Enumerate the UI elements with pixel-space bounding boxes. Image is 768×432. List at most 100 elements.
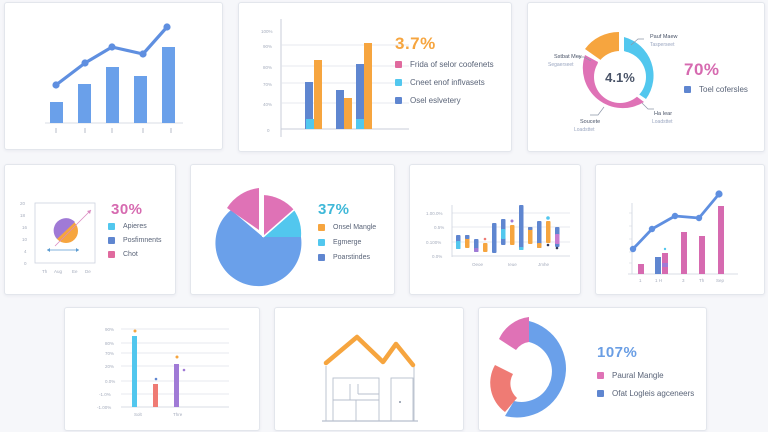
svg-text:Oeoe: Oeoe	[472, 262, 484, 267]
card-bar-line-chart	[4, 2, 223, 150]
stat-value: 70%	[684, 60, 720, 79]
svg-text:90%: 90%	[105, 327, 114, 332]
svg-text:Ee: Ee	[72, 269, 78, 274]
svg-text:90%: 90%	[263, 44, 272, 49]
svg-text:-1.00%: -1.00%	[97, 405, 111, 410]
svg-text:0: 0	[267, 128, 270, 133]
legend-item: Ofat Logleis agceneers	[597, 384, 694, 402]
legend: Onsel Mangle Egmerge Poarstindes	[318, 220, 376, 265]
scatter-chart: 20 18 16 10 4 0 Th Aug Ee De	[20, 201, 96, 274]
legend-item: Posfimnents	[108, 233, 162, 247]
legend-item: Frida of selor coofenets	[395, 55, 494, 73]
card-stacked-bar-chart: 100% 90% 80% 70% 40% 0 3.7% Frida of sel…	[238, 2, 512, 152]
legend-label: Poarstindes	[333, 254, 370, 261]
svg-text:De: De	[85, 269, 91, 274]
svg-text:3: 3	[682, 278, 685, 283]
svg-text:1 H: 1 H	[655, 278, 662, 283]
legend-label: Toel cofersles	[699, 84, 748, 94]
svg-text:0.100%: 0.100%	[426, 240, 441, 245]
callout-name: Pauf Maew	[650, 34, 678, 40]
card-scatter-chart: 20 18 16 10 4 0 Th Aug Ee De 30% Apieres…	[4, 164, 176, 295]
svg-text:Ieue: Ieue	[508, 262, 517, 267]
donut-center-label: 4.1%	[605, 70, 635, 85]
svg-text:-1.0%: -1.0%	[99, 392, 111, 397]
svg-text:Jmhe: Jmhe	[538, 262, 550, 267]
legend-item: Chot	[108, 247, 162, 261]
stat-value: 30%	[111, 201, 143, 218]
svg-text:0.0%: 0.0%	[105, 379, 115, 384]
stat-value: 107%	[597, 344, 638, 361]
legend: Toel cofersles	[684, 80, 748, 98]
legend-label: Frida of selor coofenets	[410, 59, 494, 69]
svg-text:0.5%: 0.5%	[434, 225, 444, 230]
svg-text:Th: Th	[42, 269, 48, 274]
svg-text:70%: 70%	[263, 82, 272, 87]
svg-text:0: 0	[24, 261, 27, 266]
legend-label: Egmerge	[333, 239, 362, 246]
swatch	[395, 78, 402, 86]
svg-text:Solt: Solt	[134, 412, 143, 417]
card-donut-chart: 107% Paural Mangle Ofat Logleis agceneer…	[478, 307, 707, 431]
swatch	[108, 250, 115, 258]
range-bar-chart: 1.00.0% 0.5% 0.100% 0.0% Oeoe Ieue Jmhe	[426, 205, 570, 267]
swatch	[318, 254, 325, 261]
legend: Paural Mangle Ofat Logleis agceneers	[597, 366, 694, 402]
svg-text:100%: 100%	[261, 29, 273, 34]
bar-line-chart-2: 1 1 H 3 Th Sep	[628, 190, 738, 283]
swatch	[395, 60, 402, 68]
legend-label: Chot	[123, 250, 138, 258]
swatch	[318, 224, 325, 231]
svg-text:4: 4	[24, 249, 27, 254]
legend-label: Cneet enof inflvasets	[410, 77, 485, 87]
card-pie-chart: 37% Onsel Mangle Egmerge Poarstindes	[190, 164, 395, 295]
swatch	[395, 96, 402, 104]
callout-name: Sstbat Mey	[554, 54, 582, 60]
card-bar-line-chart-2: 1 1 H 3 Th Sep	[595, 164, 765, 295]
swatch	[684, 85, 691, 93]
legend: Apieres Posfimnents Chot	[108, 219, 162, 261]
bar-line-chart	[45, 23, 183, 133]
legend-label: Ofat Logleis agceneers	[612, 388, 695, 398]
legend-item: Cneet enof inflvasets	[395, 73, 494, 91]
legend-item: Toel cofersles	[684, 80, 748, 98]
legend-item: Egmerge	[318, 235, 376, 250]
callout-sub: Tasperseet	[650, 42, 675, 48]
callout-sub: Loadsttet	[574, 127, 595, 133]
legend-label: Apieres	[123, 222, 147, 230]
svg-text:Th: Th	[699, 278, 705, 283]
bar-chart-grid: 90% 80% 70% 20% 0.0% -1.0% -1.00% Solt T…	[97, 327, 229, 417]
pie-chart	[215, 188, 302, 287]
callout-name: Soucete	[580, 119, 600, 125]
svg-text:Sep: Sep	[716, 278, 725, 283]
stacked-bar-chart: 100% 90% 80% 70% 40% 0	[261, 19, 409, 137]
svg-text:16: 16	[22, 225, 28, 230]
callout-sub: Loadsttet	[652, 119, 673, 125]
svg-text:Thre: Thre	[173, 412, 183, 417]
legend-label: Osel eslvetery	[410, 95, 461, 105]
card-house-illustration	[274, 307, 464, 431]
donut-chart: 4.1% Pauf Maew Tasperseet Sstbat Mey Seg…	[548, 31, 678, 133]
card-range-bar-chart: 1.00.0% 0.5% 0.100% 0.0% Oeoe Ieue Jmhe	[409, 164, 581, 295]
legend-item: Onsel Mangle	[318, 220, 376, 235]
legend-item: Osel eslvetery	[395, 91, 494, 109]
donut-chart-2	[490, 317, 566, 418]
card-donut-callouts: 4.1% Pauf Maew Tasperseet Sstbat Mey Seg…	[527, 2, 765, 152]
svg-text:20%: 20%	[105, 364, 114, 369]
stat-value: 37%	[318, 201, 350, 218]
swatch	[597, 371, 604, 379]
callout-name: Ha Iear	[654, 111, 672, 117]
legend: Frida of selor coofenets Cneet enof infl…	[395, 55, 494, 109]
stat-value: 3.7%	[395, 34, 436, 53]
svg-text:80%: 80%	[263, 65, 272, 70]
svg-text:40%: 40%	[263, 102, 272, 107]
svg-text:18: 18	[20, 213, 26, 218]
legend-item: Paural Mangle	[597, 366, 694, 384]
swatch	[108, 222, 115, 230]
svg-text:20: 20	[20, 201, 26, 206]
legend-label: Posfimnents	[123, 236, 162, 244]
callout-sub: Segaerseet	[548, 62, 574, 68]
legend-label: Paural Mangle	[612, 370, 664, 380]
svg-text:80%: 80%	[105, 341, 114, 346]
svg-text:0.0%: 0.0%	[432, 254, 442, 259]
svg-text:1: 1	[639, 278, 642, 283]
